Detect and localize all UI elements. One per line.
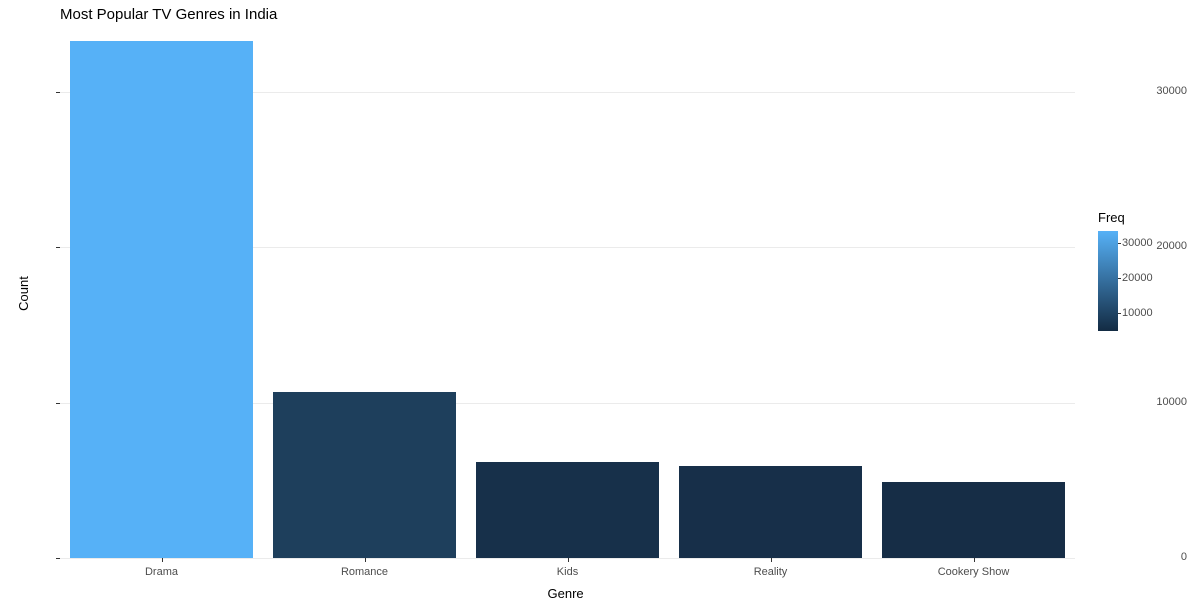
- x-tick-mark: [365, 558, 366, 562]
- y-tick-label: 20000: [1137, 240, 1187, 252]
- x-axis-label: Genre: [548, 586, 584, 601]
- bar: [882, 482, 1065, 558]
- color-legend: Freq 100002000030000: [1098, 210, 1125, 331]
- bar: [70, 41, 253, 558]
- x-tick-mark: [974, 558, 975, 562]
- x-tick-label: Kids: [557, 566, 578, 578]
- bar: [679, 466, 862, 558]
- y-tick-mark: [56, 403, 60, 404]
- legend-title: Freq: [1098, 210, 1125, 225]
- legend-tick-label: 10000: [1122, 307, 1153, 319]
- legend-tick-label: 20000: [1122, 272, 1153, 284]
- y-tick-mark: [56, 92, 60, 93]
- bar: [476, 462, 659, 558]
- x-tick-label: Reality: [754, 566, 788, 578]
- x-tick-label: Romance: [341, 566, 388, 578]
- legend-tick-mark: [1118, 313, 1121, 314]
- chart-container: Most Popular TV Genres in India Count Ge…: [0, 0, 1191, 607]
- chart-title: Most Popular TV Genres in India: [60, 6, 277, 23]
- y-tick-label: 10000: [1137, 396, 1187, 408]
- y-tick-label: 30000: [1137, 85, 1187, 97]
- x-tick-mark: [771, 558, 772, 562]
- plot-area: [60, 30, 1075, 558]
- x-tick-label: Cookery Show: [938, 566, 1010, 578]
- legend-gradient-bar: 100002000030000: [1098, 231, 1118, 331]
- legend-tick-mark: [1118, 243, 1121, 244]
- y-tick-label: 0: [1137, 551, 1187, 563]
- y-tick-mark: [56, 558, 60, 559]
- y-axis-label: Count: [16, 276, 31, 311]
- bar: [273, 392, 456, 558]
- legend-tick-mark: [1118, 278, 1121, 279]
- x-tick-mark: [162, 558, 163, 562]
- x-tick-mark: [568, 558, 569, 562]
- x-tick-label: Drama: [145, 566, 178, 578]
- y-tick-mark: [56, 247, 60, 248]
